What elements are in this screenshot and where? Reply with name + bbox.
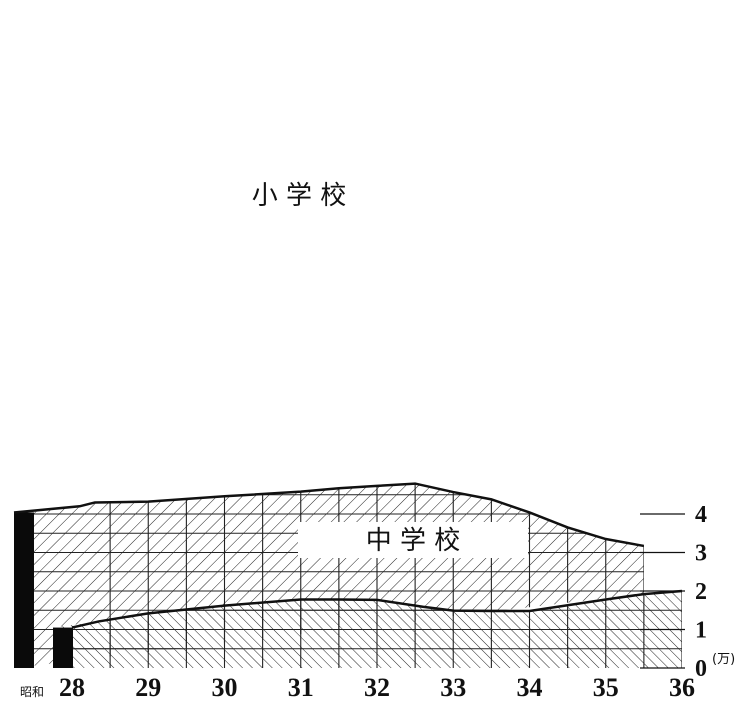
x-tick-label: 28 xyxy=(59,673,85,702)
y-tick-label: 4 xyxy=(695,502,707,528)
y-tick-label: 3 xyxy=(695,541,707,567)
series-label-primary: 小 学 校 xyxy=(252,181,347,211)
left-axis-bar xyxy=(14,512,34,668)
y-tick-label: 1 xyxy=(695,618,707,644)
middle-start-bar xyxy=(53,627,73,668)
series-label-middle: 中 学 校 xyxy=(366,526,461,556)
x-prefix-label: 昭和 xyxy=(20,685,44,699)
y-tick-label: 0 xyxy=(695,656,707,682)
x-tick-label: 30 xyxy=(212,673,238,702)
y-tick-label: 2 xyxy=(695,579,707,605)
x-tick-label: 35 xyxy=(593,673,619,702)
x-tick-label: 36 xyxy=(669,673,695,702)
x-tick-label: 29 xyxy=(135,673,161,702)
series-label-middle-box xyxy=(298,522,528,558)
x-tick-label: 31 xyxy=(288,673,314,702)
x-tick-label: 32 xyxy=(364,673,390,702)
y-unit-label: (万) xyxy=(712,652,735,667)
x-tick-label: 34 xyxy=(517,673,543,702)
series-outline-middle xyxy=(71,589,683,629)
series-outline-primary xyxy=(13,482,645,548)
series-label-primary-box xyxy=(186,178,412,212)
x-tick-label: 33 xyxy=(440,673,466,702)
